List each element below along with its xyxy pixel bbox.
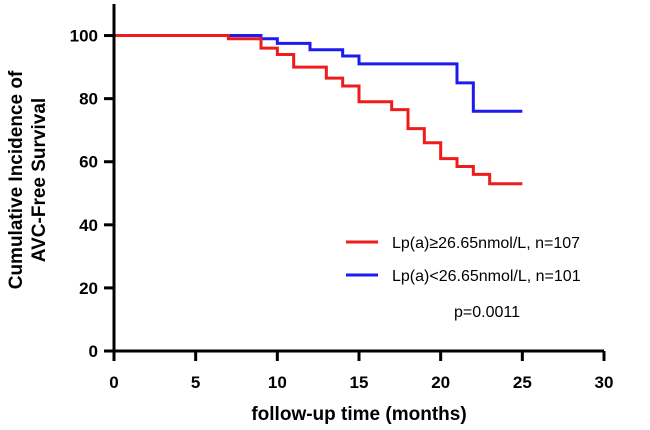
x-tick-label: 20 (431, 373, 450, 392)
x-axis-title: follow-up time (months) (251, 404, 466, 425)
y-tick-label: 40 (79, 216, 98, 235)
y-tick-label: 20 (79, 279, 98, 298)
p-value-annotation: p=0.0011 (454, 304, 520, 321)
x-tick-label: 25 (513, 373, 532, 392)
x-tick-label: 30 (595, 373, 614, 392)
y-tick-label: 60 (79, 153, 98, 172)
y-axis-title: Cumulative Incidence of AVC-Free Surviva… (6, 70, 50, 289)
legend: Lp(a)≥26.65nmol/L, n=107 Lp(a)<26.65nmol… (346, 235, 581, 321)
x-tick-label: 0 (109, 373, 118, 392)
y-axis-title-line-1: Cumulative Incidence of (6, 70, 27, 289)
x-tick-label: 15 (350, 373, 369, 392)
x-tick-label: 5 (191, 373, 200, 392)
y-ticks: 0 20 40 60 80 100 (70, 27, 114, 361)
y-tick-label: 80 (79, 90, 98, 109)
y-tick-label: 100 (70, 27, 98, 46)
legend-label-high: Lp(a)≥26.65nmol/L, n=107 (392, 235, 580, 252)
series-line-lpa-high (114, 34, 523, 186)
survival-curves (114, 34, 523, 186)
series-line-lpa-low (114, 34, 523, 113)
y-tick-label: 0 (89, 342, 98, 361)
x-ticks: 0 5 10 15 20 25 30 (109, 351, 613, 392)
legend-label-low: Lp(a)<26.65nmol/L, n=101 (392, 268, 581, 285)
y-axis-title-line-2: AVC-Free Survival (29, 98, 50, 262)
x-tick-label: 10 (268, 373, 287, 392)
